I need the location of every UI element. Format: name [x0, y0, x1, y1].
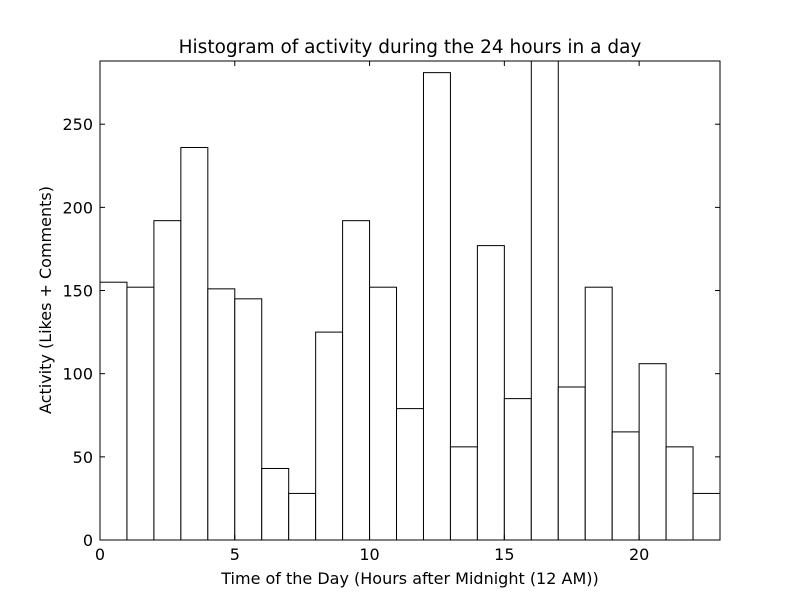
- x-tick-label: 15: [494, 545, 514, 564]
- x-tick-label: 20: [629, 545, 649, 564]
- y-tick-label: 0: [83, 531, 93, 550]
- histogram-bar: [530, 60, 559, 541]
- histogram-bar: [126, 286, 155, 541]
- histogram-bar: [180, 146, 209, 541]
- histogram-bar: [207, 288, 236, 541]
- histogram-bar: [611, 431, 640, 541]
- histogram-bar: [369, 286, 398, 541]
- histogram-bar: [342, 220, 371, 541]
- y-tick-label: 200: [62, 198, 93, 217]
- histogram-bar: [638, 363, 667, 541]
- histogram-bar: [557, 386, 586, 541]
- histogram-bar: [476, 245, 505, 541]
- x-tick-label: 0: [95, 545, 105, 564]
- histogram-bar: [584, 286, 613, 541]
- histogram-bar: [261, 467, 290, 541]
- x-tick-label: 10: [359, 545, 379, 564]
- plot-area-frame: [99, 60, 721, 541]
- histogram-bar: [422, 72, 451, 541]
- histogram-bar: [99, 281, 128, 541]
- x-tick-label: 5: [230, 545, 240, 564]
- histogram-bar: [503, 398, 532, 541]
- y-tick-label: 50: [73, 448, 93, 467]
- histogram-bar: [315, 331, 344, 541]
- x-axis-title: Time of the Day (Hours after Midnight (1…: [220, 569, 598, 588]
- y-tick-label: 250: [62, 115, 93, 134]
- histogram-bar: [449, 446, 478, 541]
- histogram-bar: [692, 492, 721, 541]
- chart-title: Histogram of activity during the 24 hour…: [179, 37, 642, 58]
- histogram-bar: [288, 492, 317, 541]
- histogram-bar: [665, 446, 694, 541]
- histogram-bar: [396, 408, 424, 541]
- histogram-bar: [234, 298, 263, 541]
- y-tick-label: 150: [62, 282, 93, 301]
- bars-group: [99, 60, 721, 541]
- histogram-bar: [153, 220, 182, 541]
- y-tick-label: 100: [62, 365, 93, 384]
- y-axis-title: Activity (Likes + Comments): [36, 186, 55, 414]
